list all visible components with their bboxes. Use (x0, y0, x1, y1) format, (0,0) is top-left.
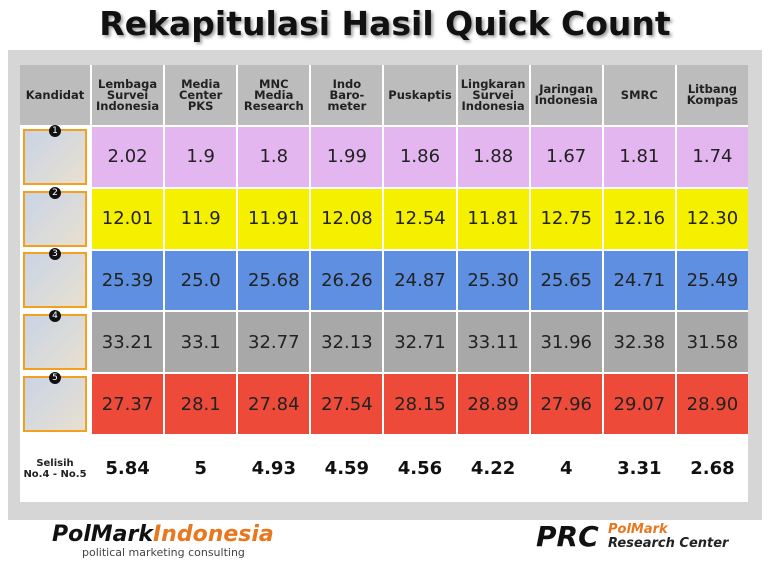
value-cell: 28.1 (165, 374, 237, 434)
photo-placeholder: 2 (23, 186, 87, 247)
value-cell: 1.81 (603, 127, 675, 187)
difference-cell: 3.31 (603, 435, 675, 502)
value-cell: 12.01 (92, 188, 164, 249)
value-cell: 11.9 (165, 188, 237, 249)
value-cell: 33.21 (92, 312, 164, 373)
difference-cell: 5 (165, 435, 237, 502)
candidate-photo: 3 (20, 248, 90, 311)
photo-placeholder: 5 (23, 372, 87, 433)
difference-cell: 4.56 (384, 435, 456, 502)
brand: Indonesia (153, 522, 274, 547)
column-header: SMRC (603, 65, 675, 125)
results-table: Kandidat Lembaga Survei Indonesia Media Ce… (20, 65, 748, 502)
value-cell: 11.91 (238, 188, 310, 249)
candidate-number: 1 (49, 124, 61, 137)
value-cell: 12.16 (603, 188, 675, 249)
candidate-photo: 4 (20, 310, 90, 373)
title: Rekapitulasi Hasil Quick Count (99, 4, 671, 43)
value-cell: 29.07 (603, 374, 675, 434)
column-header: MNC Media Research (238, 65, 310, 125)
value-cell: 24.71 (603, 250, 675, 311)
value-cell: 11.81 (457, 188, 529, 249)
value-cell: 1.88 (457, 127, 529, 187)
value-cell: 31.58 (676, 312, 748, 373)
value-cell: 32.77 (238, 312, 310, 373)
column-header: Lembaga Survei Indonesia (92, 65, 164, 125)
column-header: Jaringan Indonesia (530, 65, 602, 125)
value-cell: 12.08 (311, 188, 383, 249)
difference-cell: 4.93 (238, 435, 310, 502)
candidate-photo: 5 (20, 372, 90, 434)
candidate-photo: 2 (20, 186, 90, 249)
column-header: Media Center PKS (165, 65, 237, 125)
column-header: Indo Baro- meter (311, 65, 383, 125)
value-cell: 25.49 (676, 250, 748, 311)
value-cell: 25.68 (238, 250, 310, 311)
candidate-number: 4 (49, 310, 61, 323)
value-cell: 31.96 (530, 312, 602, 373)
value-cell: 32.13 (311, 312, 383, 373)
value-cell: 25.0 (165, 250, 237, 311)
candidate-number: 5 (49, 372, 61, 385)
difference-cell: 4.59 (311, 435, 383, 502)
candidate-number: 2 (49, 186, 61, 199)
value-cell: 1.99 (311, 127, 383, 187)
row-header: Selisih No.4 - No.5 (20, 435, 90, 502)
column-header: Litbang Kompas (676, 65, 748, 125)
photo-placeholder: 3 (23, 248, 87, 309)
value-cell: 1.86 (384, 127, 456, 187)
value-cell: 27.84 (238, 374, 310, 434)
value-cell: 27.37 (92, 374, 164, 434)
value-cell: 26.26 (311, 250, 383, 311)
left-logo: PolMarkIndonesia (52, 522, 274, 547)
value-cell: 12.30 (676, 188, 748, 249)
value-cell: 2.02 (92, 127, 164, 187)
value-cell: 12.75 (530, 188, 602, 249)
value-cell: 28.15 (384, 374, 456, 434)
prc-mark: PRC (536, 520, 599, 553)
brand: PolMark (608, 522, 668, 537)
value-cell: 32.71 (384, 312, 456, 373)
candidate-photo: 1 (20, 124, 90, 187)
photo-placeholder: 1 (23, 124, 87, 185)
value-cell: 32.38 (603, 312, 675, 373)
value-cell: 33.11 (457, 312, 529, 373)
value-cell: 1.9 (165, 127, 237, 187)
difference-cell: 4 (530, 435, 602, 502)
value-cell: 25.30 (457, 250, 529, 311)
column-header: Kandidat (20, 65, 90, 125)
value-cell: 1.8 (238, 127, 310, 187)
value-cell: 1.74 (676, 127, 748, 187)
tagline: Research Center (608, 536, 729, 551)
value-cell: 27.54 (311, 374, 383, 434)
value-cell: 25.65 (530, 250, 602, 311)
value-cell: 33.1 (165, 312, 237, 373)
value-cell: 28.90 (676, 374, 748, 434)
column-header: Lingkaran Survei Indonesia (457, 65, 529, 125)
value-cell: 24.87 (384, 250, 456, 311)
difference-cell: 2.68 (676, 435, 748, 502)
difference-cell: 4.22 (457, 435, 529, 502)
difference-cell: 5.84 (92, 435, 164, 502)
tagline: political marketing consulting (82, 546, 245, 559)
photo-placeholder: 4 (23, 310, 87, 371)
column-header: Puskaptis (384, 65, 456, 125)
value-cell: 27.96 (530, 374, 602, 434)
value-cell: 28.89 (457, 374, 529, 434)
candidate-number: 3 (49, 248, 61, 261)
brand: PolMark (52, 522, 153, 547)
value-cell: 12.54 (384, 188, 456, 249)
value-cell: 1.67 (530, 127, 602, 187)
value-cell: 25.39 (92, 250, 164, 311)
